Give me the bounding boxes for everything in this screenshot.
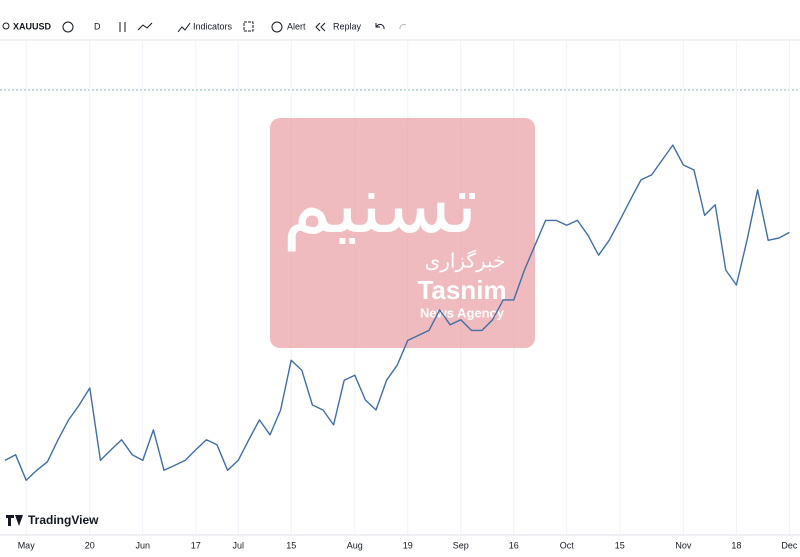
x-tick-label: 16: [509, 540, 519, 550]
watermark-logo: تسنیم: [282, 158, 477, 252]
add-symbol[interactable]: [62, 21, 74, 33]
x-tick-label: 20: [85, 540, 95, 550]
x-tick-label: 19: [403, 540, 413, 550]
indicators-button[interactable]: Indicators: [193, 21, 233, 31]
x-tick-label: Jul: [232, 540, 244, 550]
x-tick-label: 17: [191, 540, 201, 550]
watermark-subtitle: News Agency: [420, 305, 505, 320]
x-axis-bg: [0, 535, 800, 557]
toolbar: [0, 0, 800, 40]
x-tick-label: Dec: [781, 540, 798, 550]
x-tick-label: Oct: [560, 540, 575, 550]
x-tick-label: May: [18, 540, 36, 550]
undo[interactable]: [375, 23, 385, 30]
watermark-name: Tasnim: [417, 275, 506, 305]
watermark: تسنیم خبرگزاری Tasnim News Agency: [270, 118, 535, 348]
brand: TradingView: [28, 513, 99, 527]
replay-icon[interactable]: [315, 22, 326, 32]
alert-button[interactable]: Alert: [287, 21, 306, 31]
symbol[interactable]: XAUUSD: [13, 21, 52, 31]
x-tick-label: Aug: [347, 540, 363, 550]
watermark-box: [270, 118, 535, 348]
layouts-icon[interactable]: [243, 21, 254, 32]
watermark-agency-fa: خبرگزاری: [425, 249, 506, 273]
alert-icon[interactable]: [271, 21, 283, 33]
replay-button[interactable]: Replay: [333, 21, 362, 31]
x-tick-label: 15: [286, 540, 296, 550]
price-line-series: [4, 144, 790, 481]
x-tick-label: Sep: [453, 540, 469, 550]
chart-style[interactable]: [119, 22, 153, 32]
interval[interactable]: D: [94, 21, 101, 31]
search-icon[interactable]: [2, 22, 10, 30]
redo[interactable]: [399, 23, 407, 30]
x-tick-label: Jun: [136, 540, 151, 550]
x-tick-label: 18: [731, 540, 741, 550]
brand-logo: [6, 515, 23, 526]
x-tick-label: Nov: [675, 540, 692, 550]
indicators-icon[interactable]: [177, 22, 191, 33]
x-tick-label: 15: [615, 540, 625, 550]
